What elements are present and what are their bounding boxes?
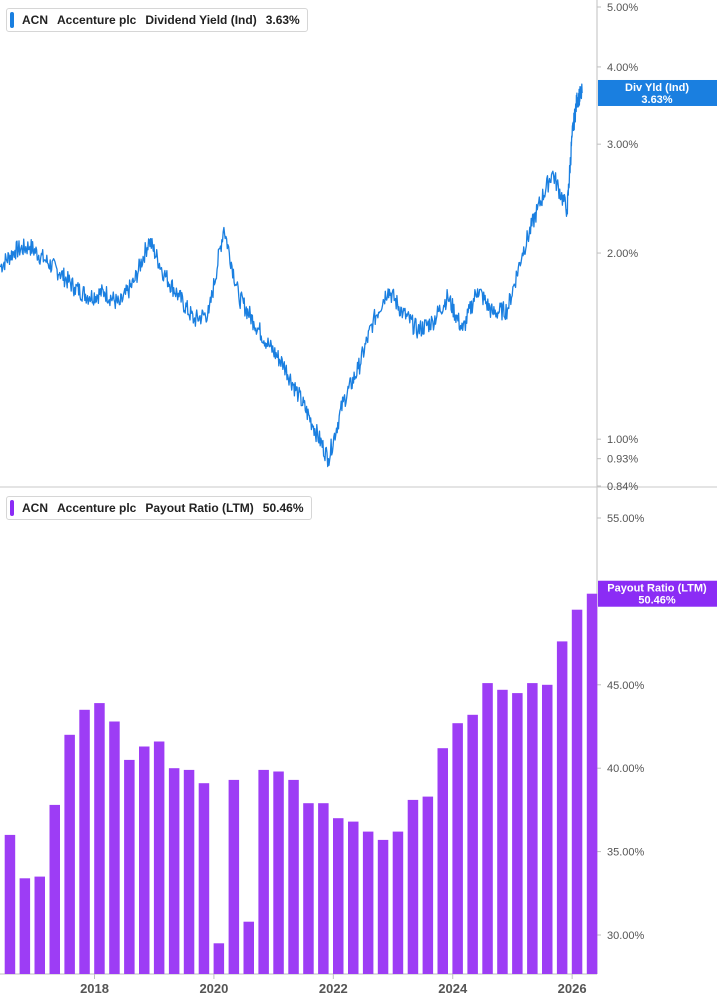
payout-ratio-bar [168, 768, 180, 974]
legend-metric: Dividend Yield (Ind) [145, 13, 257, 27]
payout-ratio-bar [437, 748, 448, 974]
payout-ratio-bar [49, 804, 60, 974]
y-tick-label: 40.00% [607, 763, 645, 775]
payout-ratio-bar [258, 769, 269, 974]
payout-ratio-bar [79, 709, 90, 974]
value-tag-background [598, 79, 717, 106]
dividend-yield-value-tag: Div Yld (Ind)3.63% [598, 79, 717, 106]
x-tick-label: 2026 [558, 981, 587, 996]
payout-ratio-bar [392, 831, 404, 974]
payout-ratio-bar [542, 684, 553, 974]
payout-ratio-value-tag: Payout Ratio (LTM)50.46% [598, 580, 717, 607]
payout-ratio-bar [183, 769, 195, 974]
legend-ticker: ACN [22, 13, 48, 27]
payout-ratio-bar [303, 803, 314, 974]
y-tick-label: 30.00% [607, 930, 645, 942]
legend-color-swatch [10, 12, 14, 28]
payout-ratio-bar [362, 831, 374, 974]
payout-ratio-bar [109, 721, 120, 974]
payout-ratio-bar [124, 759, 135, 974]
x-tick-label: 2024 [438, 981, 468, 996]
legend-company: Accenture plc [57, 501, 137, 515]
payout-ratio-bar [482, 683, 493, 974]
y-tick-label: 0.93% [607, 454, 638, 466]
dividend-yield-line [0, 83, 583, 468]
payout-ratio-bar [571, 609, 583, 974]
x-tick-label: 2018 [80, 981, 109, 996]
payout-ratio-bar [407, 799, 419, 974]
y-tick-label: 4.00% [607, 62, 638, 74]
payout-ratio-bar [467, 714, 478, 974]
payout-ratio-bar [556, 641, 568, 974]
y-tick-label: 3.00% [607, 139, 638, 151]
y-tick-label: 2.00% [607, 248, 638, 260]
payout-ratio-bar [94, 703, 105, 974]
payout-ratio-bar [318, 803, 329, 974]
legend-company: Accenture plc [57, 13, 137, 27]
legend-color-swatch [10, 500, 14, 516]
value-tag-value: 50.46% [638, 595, 676, 607]
value-tag-label: Payout Ratio (LTM) [607, 583, 707, 595]
payout-ratio-bar [139, 746, 150, 974]
payout-ratio-bar [4, 834, 16, 974]
y-tick-label: 45.00% [607, 680, 645, 692]
payout-ratio-bar [452, 723, 463, 974]
payout-ratio-bar [64, 734, 75, 974]
payout-ratio-bar [422, 796, 434, 974]
legend-metric: Payout Ratio (LTM) [145, 501, 254, 515]
x-tick-label: 2022 [319, 981, 348, 996]
legend-ticker: ACN [22, 501, 48, 515]
payout-ratio-bar [34, 876, 45, 974]
y-tick-label: 35.00% [607, 847, 645, 859]
value-tag-value: 3.63% [641, 94, 672, 106]
payout-ratio-bar [198, 783, 210, 974]
value-tag-label: Div Yld (Ind) [625, 82, 689, 94]
payout-ratio-bar [512, 693, 523, 974]
payout-ratio-bar [153, 741, 165, 974]
payout-ratio-bar [243, 921, 254, 974]
y-tick-label: 0.84% [607, 481, 638, 493]
payout-ratio-bar [228, 779, 240, 974]
x-tick-label: 2020 [199, 981, 228, 996]
value-tag-background [598, 580, 717, 607]
y-tick-label: 1.00% [607, 434, 638, 446]
payout-ratio-bar [497, 689, 508, 974]
payout-ratio-bar [273, 771, 284, 974]
payout-ratio-bar [19, 878, 31, 974]
payout-ratio-bar [586, 593, 598, 974]
y-tick-label: 55.00% [607, 513, 645, 525]
payout-ratio-bar [377, 839, 389, 974]
payout-ratio-legend[interactable]: ACN Accenture plc Payout Ratio (LTM) 50.… [6, 496, 312, 520]
payout-ratio-bar [288, 779, 299, 974]
payout-ratio-bar [213, 943, 225, 974]
legend-value: 3.63% [265, 13, 300, 27]
payout-ratio-bar [348, 821, 359, 974]
dividend-yield-legend[interactable]: ACN Accenture plc Dividend Yield (Ind) 3… [6, 8, 308, 32]
y-tick-label: 5.00% [607, 2, 638, 14]
payout-ratio-bar [333, 818, 344, 974]
legend-value: 50.46% [262, 501, 304, 515]
payout-ratio-bar [527, 683, 538, 974]
